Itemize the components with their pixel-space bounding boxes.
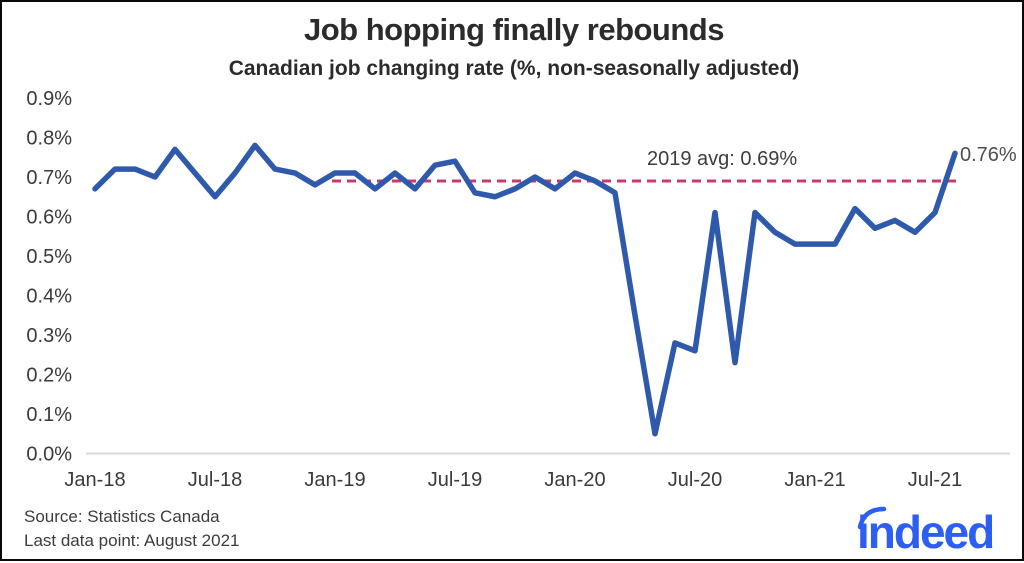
- last-data-point-note: Last data point: August 2021: [24, 531, 240, 550]
- chart-subtitle: Canadian job changing rate (%, non-seaso…: [228, 57, 800, 80]
- logo-swoosh-icon: [857, 506, 887, 530]
- y-axis-tick-label: 0.1%: [26, 404, 72, 426]
- x-axis-tick-label: Jan-21: [784, 469, 845, 491]
- y-axis-tick-label: 0.4%: [26, 286, 72, 308]
- y-axis-tick-label: 0.6%: [26, 207, 72, 229]
- y-axis-tick-label: 0.9%: [26, 88, 72, 110]
- indeed-logo: indeed: [857, 506, 995, 556]
- logo-text: indeed: [857, 506, 993, 556]
- y-axis-tick-label: 0.5%: [26, 246, 72, 268]
- x-axis-tick-label: Jul-19: [428, 469, 482, 491]
- x-axis-tick-label: Jul-21: [908, 469, 962, 491]
- rate-line: [92, 142, 958, 437]
- x-axis-tick-label: Jan-20: [544, 469, 605, 491]
- y-axis-tick-label: 0.7%: [26, 167, 72, 189]
- footer-notes: Source: Statistics Canada Last data poin…: [24, 505, 240, 553]
- y-axis-tick-label: 0.3%: [26, 325, 72, 347]
- x-axis-tick-label: Jul-20: [668, 469, 722, 491]
- x-axis-tick-label: Jul-18: [188, 469, 242, 491]
- source-note: Source: Statistics Canada: [24, 507, 220, 526]
- page-title: Job hopping finally rebounds: [304, 12, 725, 47]
- avg-line-label: 2019 avg: 0.69%: [647, 148, 798, 170]
- latest-value-label: 0.76%: [960, 144, 1017, 166]
- x-axis-tick-label: Jan-19: [304, 469, 365, 491]
- x-axis-tick-label: Jan-18: [64, 469, 125, 491]
- y-axis-tick-label: 0.0%: [26, 444, 72, 466]
- y-axis-tick-label: 0.8%: [26, 128, 72, 150]
- y-axis-tick-label: 0.2%: [26, 365, 72, 387]
